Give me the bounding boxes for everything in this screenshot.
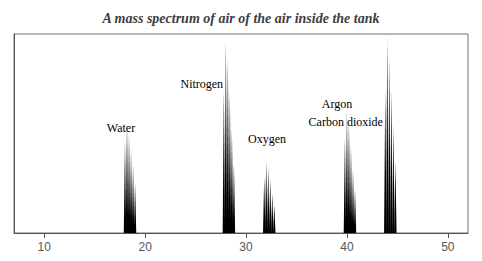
svg-text:Nitrogen: Nitrogen [180,77,223,91]
svg-text:Oxygen: Oxygen [248,132,286,146]
svg-text:20: 20 [138,240,152,254]
svg-text:30: 30 [239,240,253,254]
svg-text:Argon: Argon [322,97,352,111]
svg-text:40: 40 [340,240,354,254]
svg-text:10: 10 [38,240,52,254]
svg-text:A mass spectrum of air of the: A mass spectrum of air of the air inside… [102,11,380,26]
svg-text:Water: Water [107,121,135,135]
svg-text:Carbon dioxide: Carbon dioxide [309,115,383,129]
svg-text:50: 50 [441,240,455,254]
